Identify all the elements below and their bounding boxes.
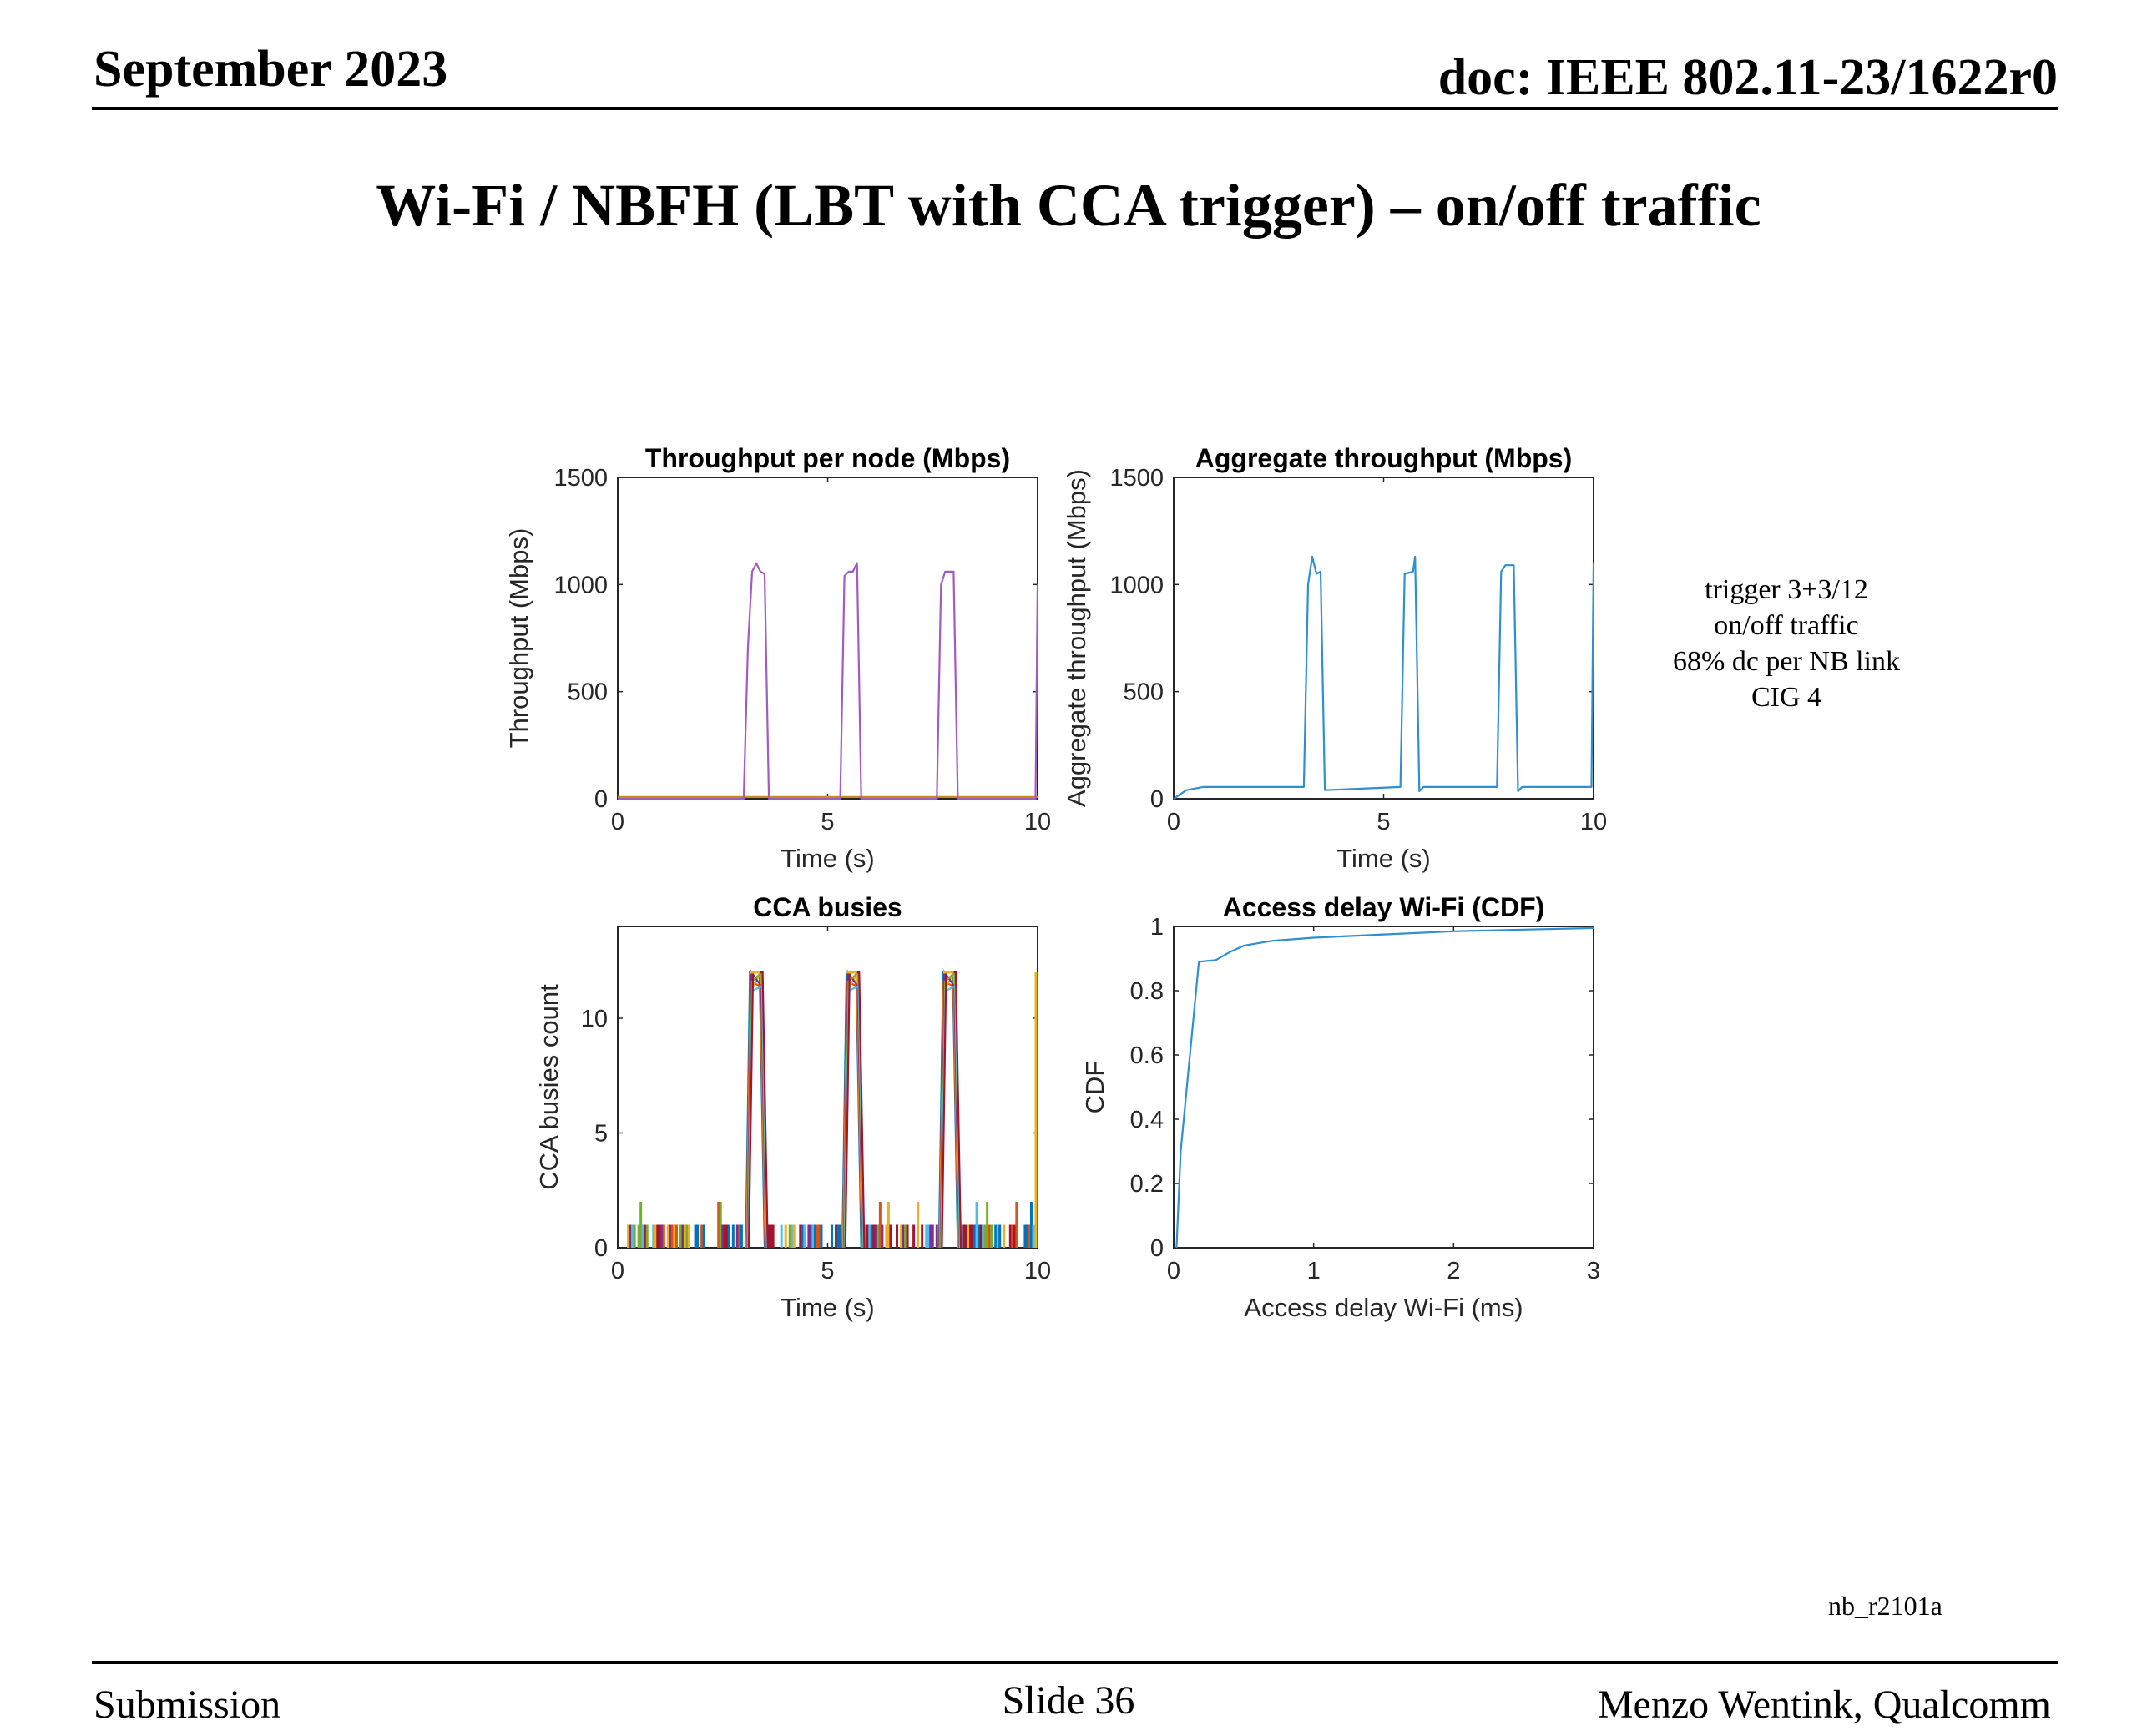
y-tick-label: 5 — [594, 1121, 608, 1148]
side-note-line: CIG 4 — [1751, 682, 1822, 713]
plot-area — [1173, 926, 1594, 1249]
x-tick-label: 0 — [1167, 1258, 1180, 1284]
footer-submission: Submission — [93, 1683, 281, 1727]
x-tick-label: 10 — [1580, 809, 1607, 835]
series-line-node — [618, 562, 1039, 800]
y-tick-label: 1500 — [553, 465, 608, 492]
footer-rule — [92, 1661, 2058, 1664]
y-tick-label: 1000 — [553, 572, 608, 598]
y-tick-label: 0.6 — [1130, 1042, 1164, 1069]
x-axis-label: Time (s) — [781, 844, 875, 873]
x-axis-label: Access delay Wi-Fi (ms) — [1244, 1293, 1523, 1322]
footer-author: Menzo Wentink, Qualcomm — [1597, 1683, 2051, 1727]
y-tick-label: 1000 — [1109, 572, 1164, 598]
side-note: trigger 3+3/12 on/off traffic 68% dc per… — [1628, 572, 1945, 715]
plot-area — [617, 477, 1038, 800]
x-axis-label: Time (s) — [781, 1293, 875, 1322]
x-tick-label: 1 — [1307, 1258, 1321, 1284]
figure-label: nb_r2101a — [1828, 1591, 1942, 1621]
y-axis-label: CDF — [1080, 1061, 1109, 1114]
panel-title: Aggregate throughput (Mbps) — [1195, 443, 1572, 473]
header-rule — [92, 107, 2058, 110]
footer-slide-number: Slide 36 — [1002, 1678, 1135, 1723]
x-tick-label: 3 — [1587, 1258, 1600, 1284]
slide-title: Wi-Fi / NBFH (LBT with CCA trigger) – on… — [376, 172, 1761, 239]
x-tick-label: 0 — [611, 809, 624, 835]
side-note-line: trigger 3+3/12 — [1705, 574, 1868, 605]
y-tick-label: 10 — [581, 1006, 608, 1032]
y-tick-label: 0 — [594, 1235, 608, 1262]
y-tick-label: 500 — [568, 679, 608, 706]
x-tick-label: 5 — [1377, 809, 1390, 835]
panel-title: Access delay Wi-Fi (CDF) — [1223, 892, 1545, 922]
y-axis-label: CCA busies count — [534, 984, 563, 1190]
y-tick-label: 500 — [1124, 679, 1164, 706]
x-tick-label: 10 — [1024, 809, 1051, 835]
side-note-line: on/off traffic — [1714, 610, 1859, 641]
x-tick-label: 0 — [1167, 809, 1180, 835]
y-tick-label: 0.8 — [1130, 978, 1164, 1005]
y-tick-label: 0 — [1150, 786, 1164, 813]
y-tick-label: 1 — [1150, 914, 1164, 941]
x-tick-label: 5 — [821, 809, 834, 835]
x-axis-label: Time (s) — [1336, 844, 1431, 873]
panel-title: Throughput per node (Mbps) — [645, 443, 1010, 473]
plot-area — [617, 926, 1038, 1249]
x-tick-label: 2 — [1447, 1258, 1460, 1284]
y-tick-label: 0 — [594, 786, 608, 813]
side-note-line: 68% dc per NB link — [1673, 646, 1900, 677]
panel-title: CCA busies — [753, 892, 902, 922]
y-tick-label: 0.2 — [1130, 1171, 1164, 1198]
y-axis-label: Aggregate throughput (Mbps) — [1062, 469, 1091, 807]
header-date: September 2023 — [93, 41, 448, 98]
x-tick-label: 0 — [611, 1258, 624, 1284]
header-doc-id: doc: IEEE 802.11-23/1622r0 — [1437, 49, 2058, 106]
series-line-cdf — [1175, 926, 1594, 1249]
y-tick-label: 1500 — [1109, 465, 1164, 492]
y-tick-label: 0 — [1150, 1235, 1164, 1262]
plot-area — [1173, 477, 1594, 800]
series-line-aggregate — [1173, 555, 1595, 800]
y-tick-label: 0.4 — [1130, 1107, 1164, 1133]
y-axis-label: Throughput (Mbps) — [504, 528, 533, 749]
x-tick-label: 10 — [1024, 1258, 1051, 1284]
x-tick-label: 5 — [821, 1258, 834, 1284]
